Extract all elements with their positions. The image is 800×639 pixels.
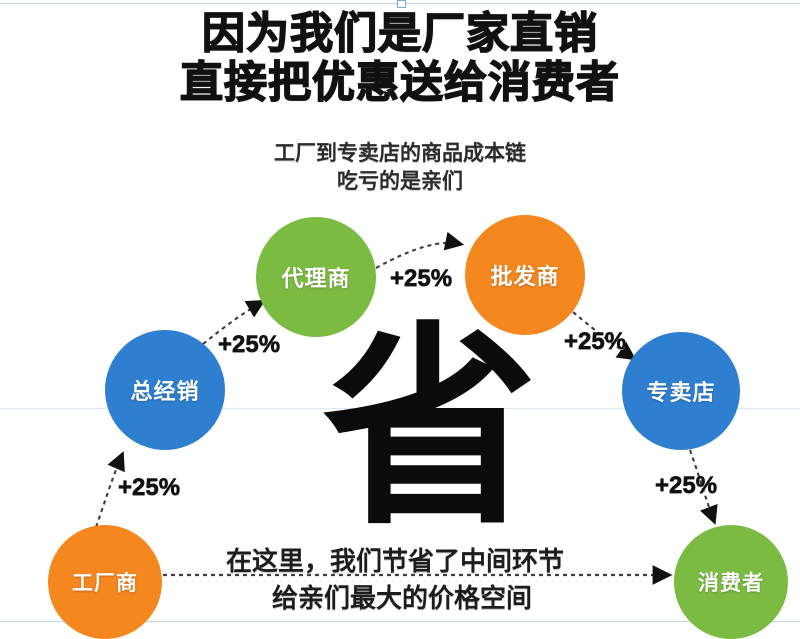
markup-label-distributor-agent: +25% xyxy=(218,331,281,359)
headline-line-2: 直接把优惠送给消费者 xyxy=(179,58,620,107)
bottom-message-line-2: 给亲们最大的价格空间 xyxy=(271,582,532,613)
edge-agent-wholesaler xyxy=(375,231,465,269)
markup-label-store-consumer: +25% xyxy=(655,472,718,500)
bottom-message: 在这里，我们节省了中间环节 给亲们最大的价格空间 xyxy=(0,543,800,617)
headline-line-1: 因为我们是厂家直销 xyxy=(201,9,598,58)
markup-label-agent-wholesaler: +25% xyxy=(390,265,453,293)
savings-character-watermark: 省 xyxy=(322,302,538,554)
subtitle-line-2: 吃亏的是亲们 xyxy=(337,170,463,194)
node-wholesaler[interactable]: 批发商 xyxy=(465,215,585,335)
node-factory[interactable]: 工厂商 xyxy=(48,525,162,639)
node-agent-label: 代理商 xyxy=(281,266,351,291)
headline: 因为我们是厂家直销 直接把优惠送给消费者 xyxy=(0,9,800,107)
markup-label-factory-distributor: +25% xyxy=(118,474,181,502)
node-distributor[interactable]: 总经销 xyxy=(105,330,225,450)
markup-label-wholesaler-store: +25% xyxy=(564,328,627,356)
subtitle: 工厂到专卖店的商品成本链 吃亏的是亲们 xyxy=(0,140,800,197)
node-wholesaler-label: 批发商 xyxy=(490,264,560,289)
guide-handle[interactable] xyxy=(397,0,406,8)
node-consumer-label: 消费者 xyxy=(698,572,764,595)
node-agent[interactable]: 代理商 xyxy=(256,217,376,337)
node-consumer[interactable]: 消费者 xyxy=(674,525,788,639)
edge-store-consumer xyxy=(689,449,718,525)
node-distributor-label: 总经销 xyxy=(130,379,200,404)
edge-distributor-agent xyxy=(202,299,266,345)
node-store[interactable]: 专卖店 xyxy=(622,332,740,450)
edge-wholesaler-store xyxy=(572,311,637,361)
node-factory-label: 工厂商 xyxy=(72,572,138,595)
bottom-message-line-1: 在这里，我们节省了中间环节 xyxy=(225,546,564,576)
node-store-label: 专卖店 xyxy=(646,380,716,405)
subtitle-line-1: 工厂到专卖店的商品成本链 xyxy=(274,142,526,165)
